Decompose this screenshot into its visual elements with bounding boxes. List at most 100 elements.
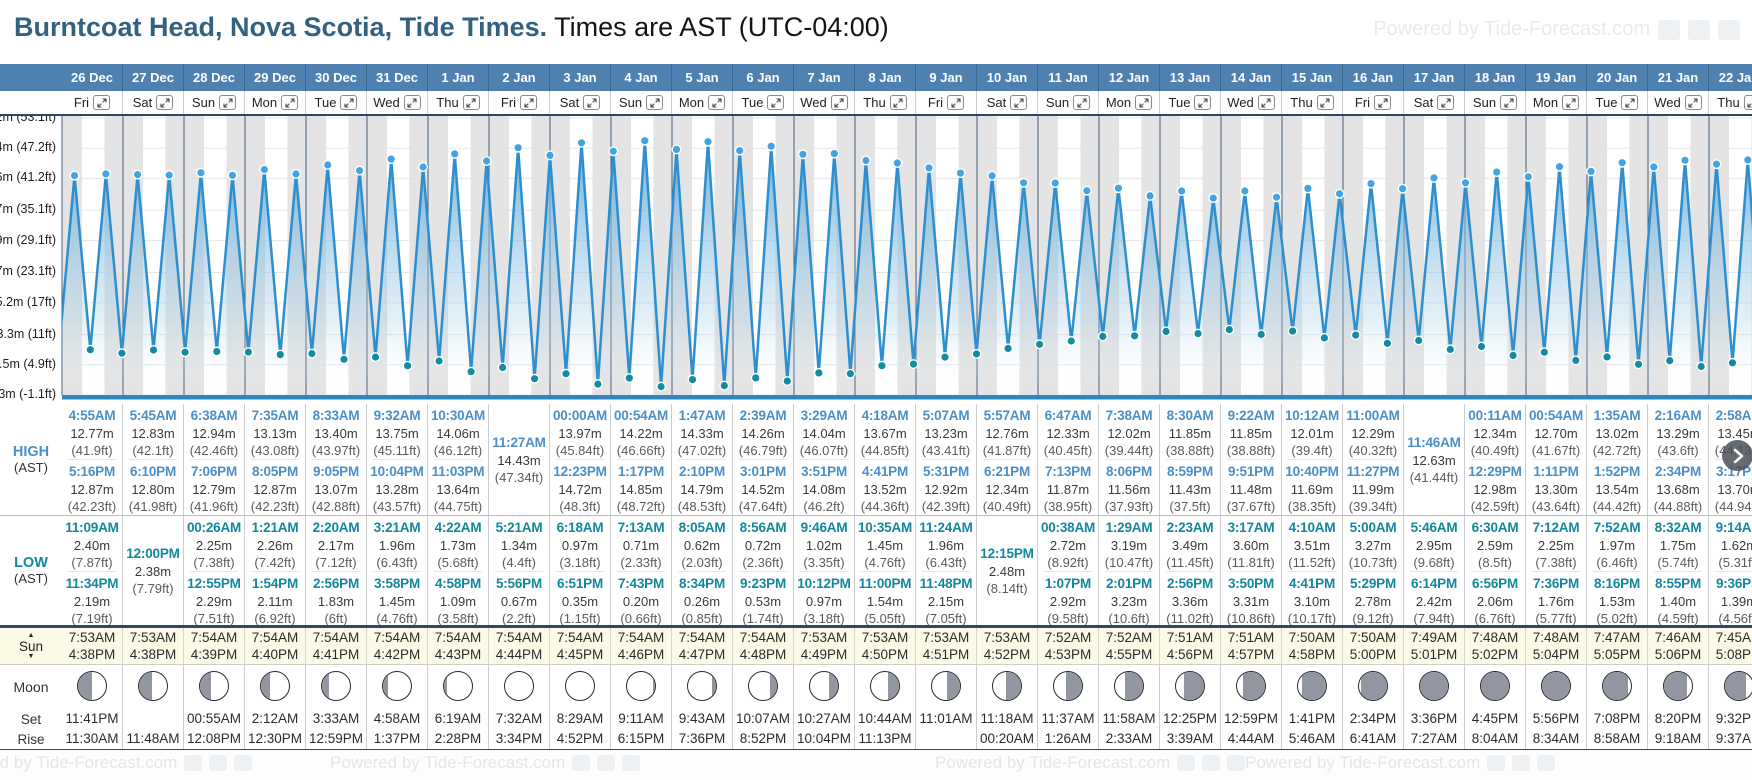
tide-height-m: 13.67m xyxy=(863,426,907,441)
tide-height-ft: (7.51ft) xyxy=(193,611,235,625)
sun-cell: 7:53AM 4:49PM xyxy=(794,628,855,664)
moonrise-time-cell: 9:18AM xyxy=(1648,729,1709,749)
moon-shade xyxy=(200,672,212,700)
tide-height-m: 3.19m xyxy=(1110,538,1148,553)
moon-cell xyxy=(1587,665,1648,709)
expand-day-button[interactable] xyxy=(1073,95,1091,110)
tide-height-m: 1.39m xyxy=(1720,594,1752,609)
tide-entry: 1:35AM 13.02m (42.72ft) xyxy=(1587,404,1647,459)
tide-time: 2:34PM xyxy=(1654,464,1702,479)
moonrise-time-cell: 11:13PM xyxy=(855,729,916,749)
expand-day-button[interactable] xyxy=(1562,95,1580,110)
sunrise-time: 7:54AM xyxy=(373,630,421,645)
expand-day-button[interactable] xyxy=(403,95,421,110)
expand-day-button[interactable] xyxy=(1684,95,1702,110)
expand-day-button[interactable] xyxy=(708,95,726,110)
expand-day-button[interactable] xyxy=(583,95,601,110)
expand-day-button[interactable] xyxy=(889,95,907,110)
weekday-label: Sun xyxy=(618,95,643,110)
tide-entry: 6:51PM 0.35m (1.15ft) xyxy=(550,572,610,625)
tide-time: 8:59PM xyxy=(1166,464,1214,479)
high-tide-cell: 8:30AM 11.85m (38.88ft) 8:59PM 11.43m (37.5ft… xyxy=(1160,404,1221,515)
tide-time: 6:10PM xyxy=(129,464,177,479)
tide-time: 12:00PM xyxy=(126,545,180,561)
tide-chart: 16.2m (53.1ft)14.4m (47.2ft)12.6m (41.2f… xyxy=(0,110,1752,404)
tide-height-ft: (44.75ft) xyxy=(433,499,483,514)
sun-cell: 7:51AM 4:57PM xyxy=(1221,628,1282,664)
moon-shade xyxy=(78,672,92,700)
moonset-time-cell: 9:32PM xyxy=(1709,709,1752,729)
expand-day-button[interactable] xyxy=(1437,95,1455,110)
high-tide-cell: 9:22AM 11.85m (38.88ft) 9:51PM 11.48m (37.67f… xyxy=(1221,404,1282,515)
tide-entry: 3:29AM 14.04m (46.07ft) xyxy=(794,404,854,459)
expand-day-button[interactable] xyxy=(1500,95,1518,110)
sun-cell: 7:54AM 4:39PM xyxy=(184,628,245,664)
watermark-text: Powered by Tide-Forecast.com xyxy=(935,753,1171,772)
expand-day-button[interactable] xyxy=(462,95,480,110)
tide-entry-divider xyxy=(251,459,299,460)
tide-entry: 8:05AM 0.62m (2.03ft) xyxy=(672,516,732,571)
expand-day-button[interactable] xyxy=(156,95,174,110)
moon-cell xyxy=(306,665,367,709)
moonrise-time-cell: 8:04AM xyxy=(1465,729,1526,749)
expand-day-button[interactable] xyxy=(1257,95,1275,110)
expand-day-button[interactable] xyxy=(1010,95,1028,110)
expand-day-button[interactable] xyxy=(1316,95,1334,110)
day-cell: Tue xyxy=(1160,91,1221,114)
tide-entry: 3:21AM 1.96m (6.43ft) xyxy=(367,516,427,571)
expand-day-button[interactable] xyxy=(646,95,664,110)
day-cell: Sun xyxy=(184,91,245,114)
moonset-time-cell: 11:18AM xyxy=(977,709,1038,729)
expand-day-button[interactable] xyxy=(767,95,785,110)
next-days-button[interactable] xyxy=(1722,440,1752,471)
low-tide-cell: 12:15PM 2.48m (8.14ft) xyxy=(977,516,1038,625)
tide-height-m: 14.43m xyxy=(497,452,541,468)
moonrise-section: Rise 11:30AM 11:48AM 12:08PM 12:30PM 12:59PM… xyxy=(0,729,1752,751)
expand-day-button[interactable] xyxy=(1135,95,1153,110)
expand-day-button[interactable] xyxy=(1374,95,1392,110)
tide-height-m: 13.54m xyxy=(1595,482,1639,497)
tide-height-ft: (47.34ft) xyxy=(494,469,544,485)
tide-time: 2:23AM xyxy=(1166,520,1214,535)
tide-time: 9:05PM xyxy=(312,464,360,479)
sun-cell: 7:48AM 5:04PM xyxy=(1526,628,1587,664)
expand-day-button[interactable] xyxy=(281,95,299,110)
weekday-label: Mon xyxy=(1532,95,1559,110)
expand-day-button[interactable] xyxy=(520,95,538,110)
expand-day-button[interactable] xyxy=(340,95,358,110)
tide-height-ft: (6.46ft) xyxy=(1596,555,1638,570)
expand-day-button[interactable] xyxy=(219,95,237,110)
day-cell: Sat xyxy=(123,91,184,114)
high-tide-cell: 10:12AM 12.01m (39.4ft) 10:40PM 11.69m (38.35… xyxy=(1282,404,1343,515)
moon-shade xyxy=(946,672,960,700)
expand-day-button[interactable] xyxy=(830,95,848,110)
weekday-label: Sat xyxy=(132,95,153,110)
expand-day-button[interactable] xyxy=(947,95,965,110)
tide-entry: 1:11PM 13.30m (43.64ft) xyxy=(1526,460,1586,515)
expand-day-button[interactable] xyxy=(93,95,111,110)
weekday-label: Thu xyxy=(1290,95,1313,110)
moon-cell xyxy=(1404,665,1465,709)
tide-entry-divider xyxy=(1532,571,1580,572)
tide-height-m: 12.94m xyxy=(192,426,236,441)
tide-height-ft: (7.19ft) xyxy=(71,611,113,625)
moon-phase-icon xyxy=(1602,671,1632,701)
tide-time: 1:52PM xyxy=(1593,464,1641,479)
tide-entry: 10:12PM 0.97m (3.18ft) xyxy=(794,572,854,625)
high-tide-cell: 5:45AM 12.83m (42.1ft) 6:10PM 12.80m (41.98ft… xyxy=(123,404,184,515)
moon-phase-icon xyxy=(260,671,290,701)
tide-entry: 8:30AM 11.85m (38.88ft) xyxy=(1160,404,1220,459)
expand-day-button[interactable] xyxy=(1743,95,1752,110)
tide-height-ft: (37.93ft) xyxy=(1104,499,1154,514)
expand-day-button[interactable] xyxy=(1194,95,1212,110)
moonrise-time-cell: 7:36PM xyxy=(672,729,733,749)
sun-cell: 7:53AM 4:52PM xyxy=(977,628,1038,664)
weekday-label: Wed xyxy=(373,95,400,110)
tide-entry-divider xyxy=(1105,459,1153,460)
sunrise-time: 7:54AM xyxy=(739,630,787,645)
expand-day-button[interactable] xyxy=(1621,95,1639,110)
moon-cell xyxy=(367,665,428,709)
moonrise-time-cell: 12:08PM xyxy=(184,729,245,749)
date-cell: 7 Jan xyxy=(794,64,855,91)
tide-time: 5:31PM xyxy=(922,464,970,479)
